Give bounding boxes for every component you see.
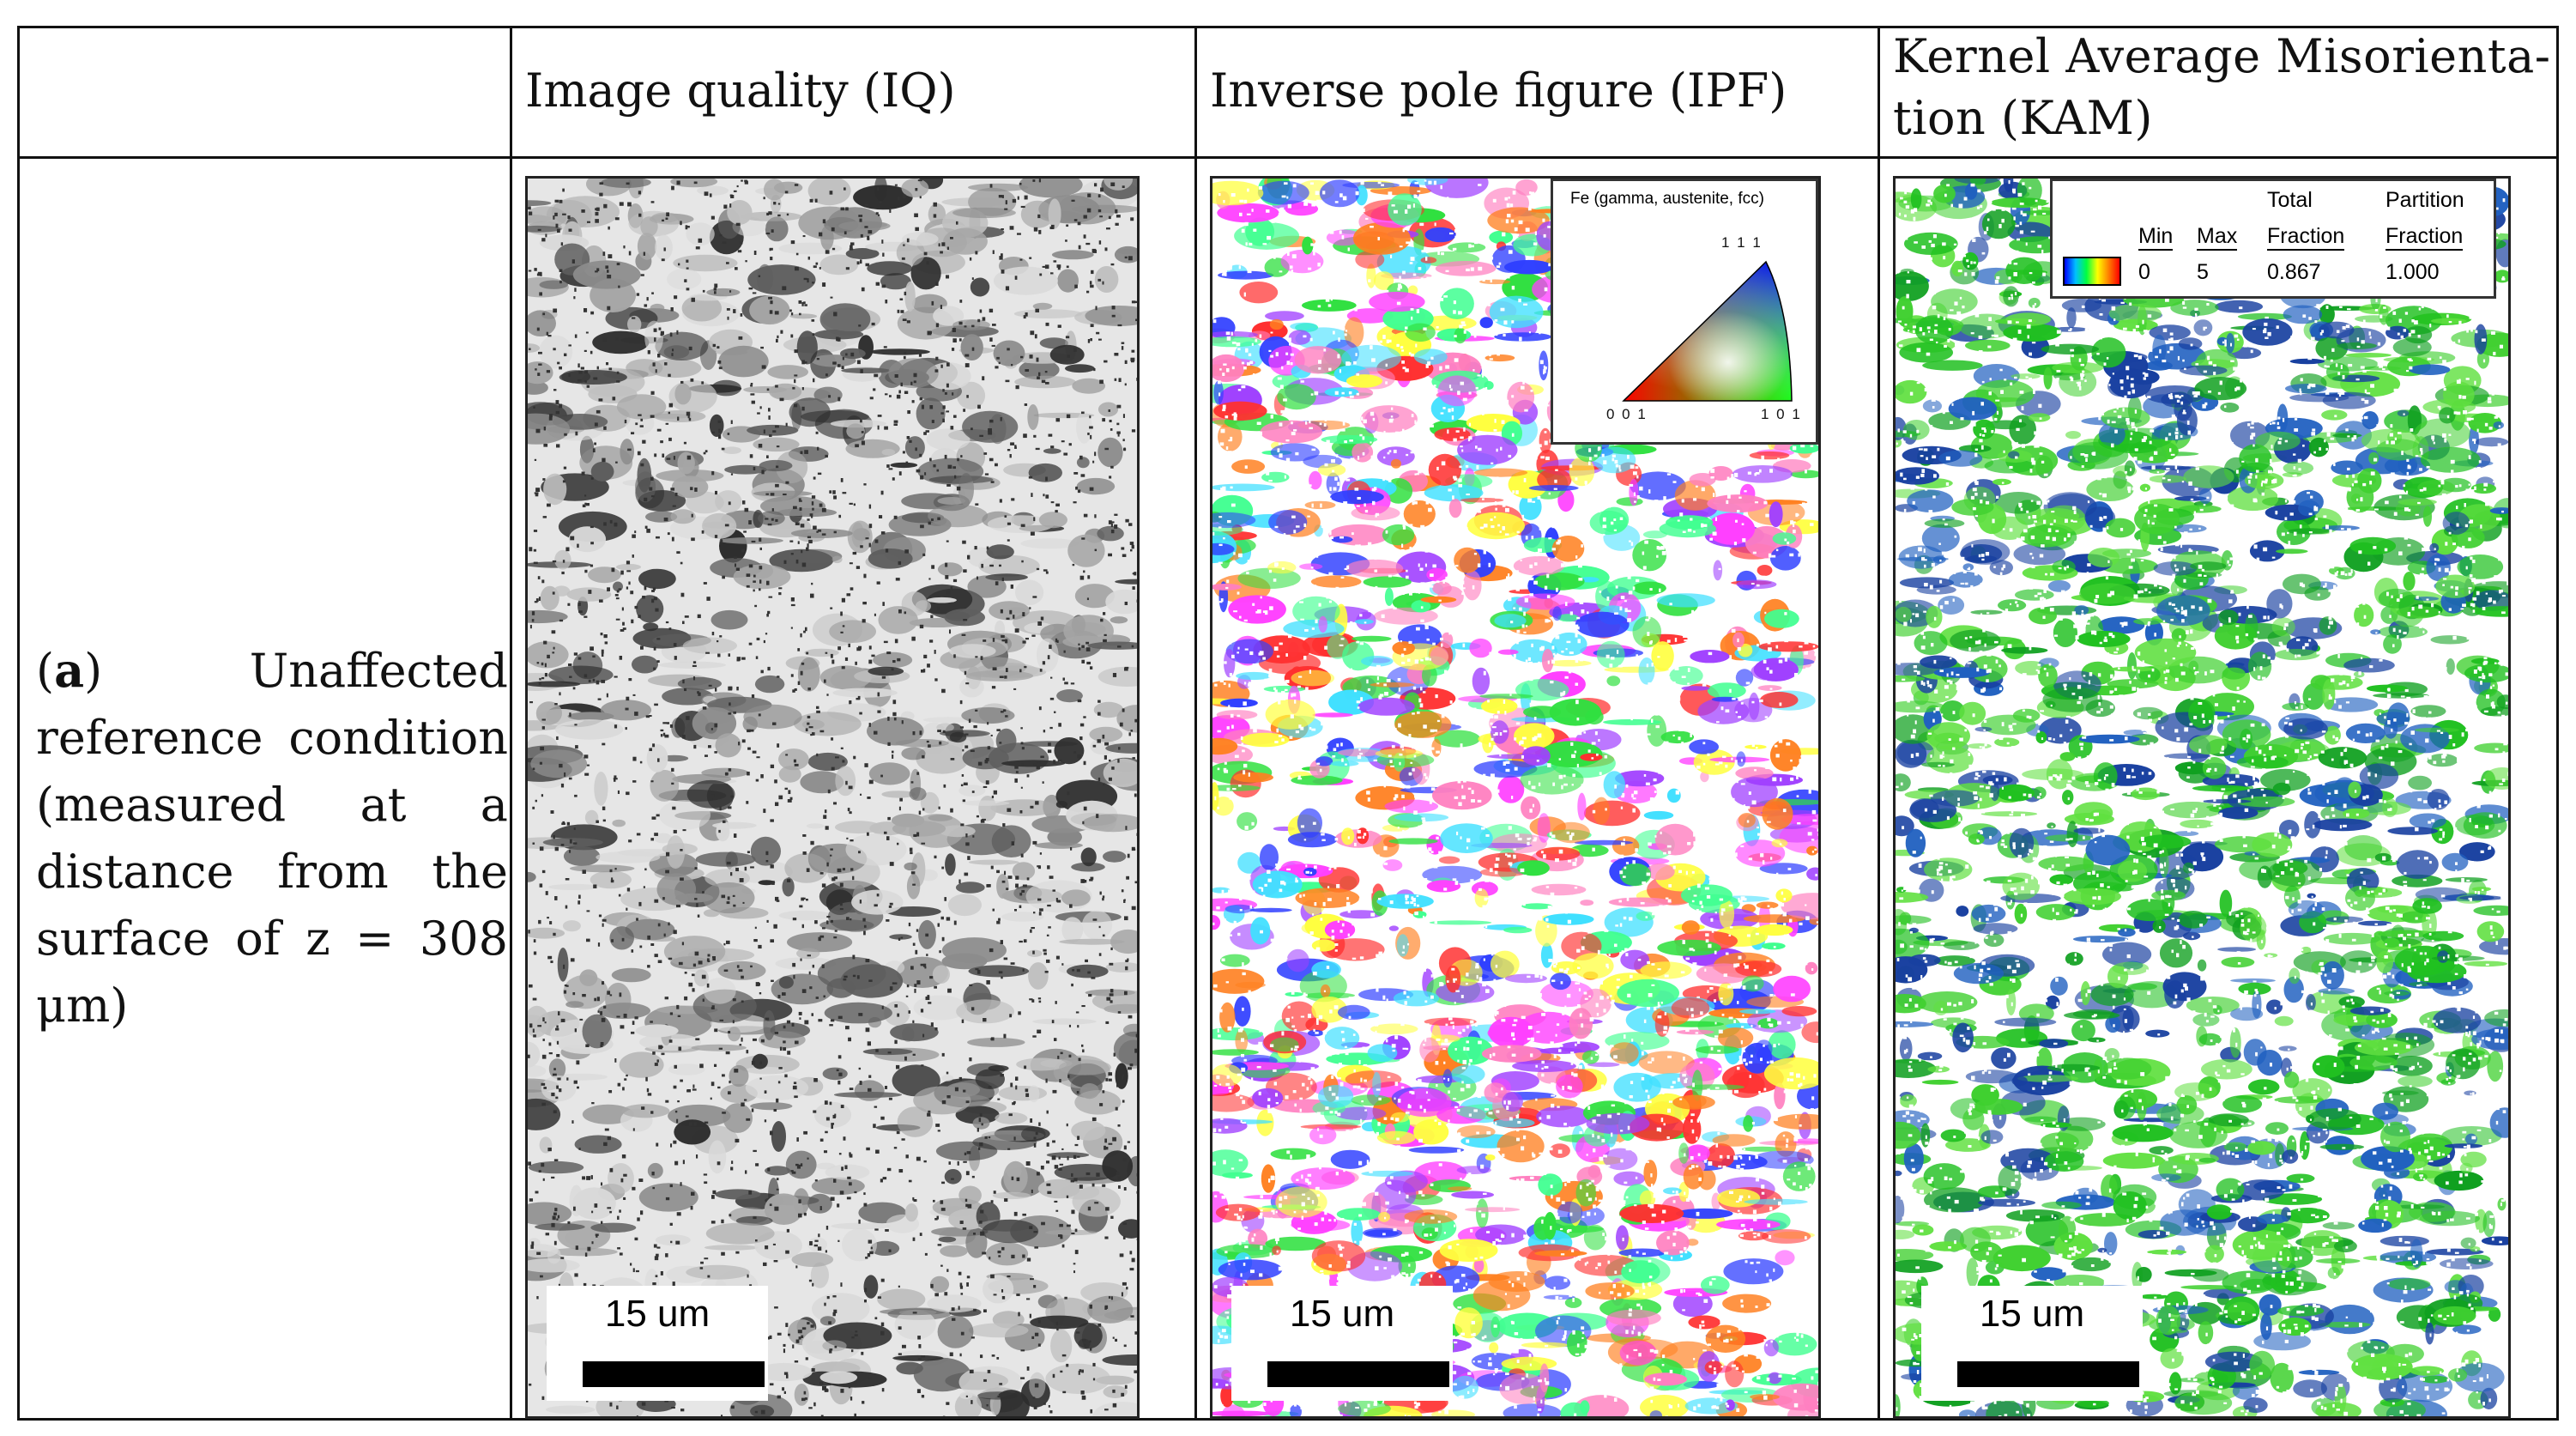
kam-map-image [1896,179,2508,1416]
header-separator [17,156,2559,159]
kam-total-value: 0.867 [2267,260,2321,284]
kam-legend: Min Max Total Fraction Partition Fractio… [2050,179,2496,299]
kam-partition-label-2: Fraction [2386,224,2464,251]
iq-map-panel: 15 um [525,176,1140,1419]
kam-partition-value: 1.000 [2386,260,2440,284]
kam-max-value: 5 [2197,260,2209,284]
kam-scale-text: 15 um [1979,1293,2085,1335]
header-kam-line2: tion (KAM) [1893,91,2154,145]
kam-total-label-2: Fraction [2267,224,2345,251]
kam-map-panel: Min Max Total Fraction Partition Fractio… [1893,176,2511,1419]
kam-max-label: Max [2197,224,2238,251]
table-right-border [2556,26,2559,1421]
header-inverse-pole-figure: Inverse pole figure (IPF) [1210,64,1787,118]
kam-min-value: 0 [2138,260,2150,284]
iq-map-image [528,179,1137,1416]
iq-scale-text: 15 um [604,1293,711,1335]
table-top-border [17,26,2559,28]
header-image-quality: Image quality (IQ) [525,64,956,118]
ipf-scale-bar-box: 15 um [1231,1286,1453,1401]
ipf-legend-title: Fe (gamma, austenite, fcc) [1570,190,1764,208]
figure-table: Image quality (IQ) Inverse pole figure (… [17,26,2559,1421]
iq-scale-bar-box: 15 um [547,1286,768,1401]
row-label: (a) Unaffected reference condition (meas… [36,643,508,1033]
row-label-letter: a [54,643,85,698]
ipf-color-key: Fe (gamma, austenite, fcc) 1 1 1 0 0 1 1… [1551,179,1818,445]
table-left-border [17,26,20,1421]
iq-scale-bar [583,1361,765,1387]
kam-partition-label-1: Partition [2386,188,2464,212]
ipf-scale-bar [1267,1361,1449,1387]
kam-color-swatch [2063,257,2121,286]
col-divider-2 [1194,26,1197,1421]
ipf-legend-001: 0 0 1 [1606,406,1648,422]
ipf-legend-101: 1 0 1 [1761,406,1802,422]
ipf-legend-111: 1 1 1 [1721,234,1763,251]
header-kam-line1: Kernel Average Misorienta- [1893,29,2551,83]
ipf-scale-text: 15 um [1289,1293,1395,1335]
kam-scale-bar-box: 15 um [1921,1286,2143,1401]
row-label-text: Unaffected reference condition (measured… [36,644,508,1033]
kam-scale-bar [1957,1361,2139,1387]
kam-min-label: Min [2138,224,2174,251]
table-bottom-border [17,1418,2559,1421]
kam-total-label-1: Total [2267,188,2313,212]
ipf-color-triangle [1622,260,1793,402]
col-divider-1 [510,26,512,1421]
header-kam: Kernel Average Misorienta- tion (KAM) [1893,26,2554,149]
ipf-map-panel: Fe (gamma, austenite, fcc) 1 1 1 0 0 1 1… [1210,176,1821,1419]
col-divider-3 [1878,26,1880,1421]
